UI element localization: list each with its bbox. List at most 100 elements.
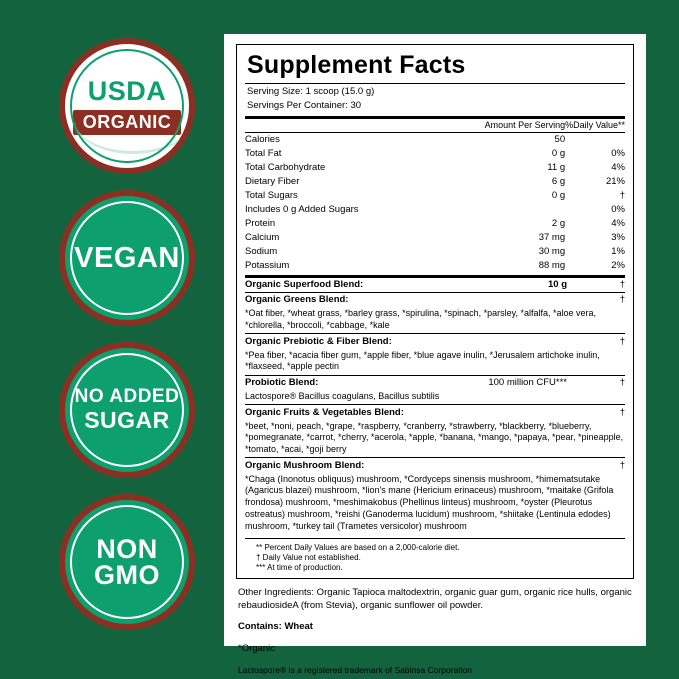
table-row: Total Sugars 0 g †: [245, 189, 625, 203]
blend-amount: [471, 291, 567, 307]
row-dv: [565, 131, 625, 147]
header-daily-value: %Daily Value**: [565, 120, 625, 131]
row-amount: 2 g: [551, 218, 566, 230]
badge-non-gmo: NON GMO: [59, 494, 195, 630]
blend-ingredients: *beet, *noni, peach, *grape, *raspberry,…: [245, 420, 624, 455]
row-label: Calcium: [245, 232, 280, 244]
blend-dv: †: [567, 333, 625, 349]
header-spacer: [245, 119, 432, 133]
blend-ingredients-row: *Pea fiber, *acacia fiber gum, *apple fi…: [245, 348, 625, 375]
row-dv: 2%: [611, 260, 625, 272]
footnotes: ** Percent Daily Values are based on a 2…: [245, 543, 625, 574]
badge-non-gmo-line1: NON: [96, 533, 158, 564]
table-row: Sodium 30 mg 1%: [245, 245, 625, 259]
serving-size: Serving Size: 1 scoop (15.0 g): [247, 86, 375, 97]
row-label: Potassium: [245, 260, 290, 272]
table-header-row: Amount Per Serving %Daily Value**: [245, 119, 625, 133]
row-label: Total Sugars: [245, 190, 298, 202]
table-row: Dietary Fiber 6 g 21%: [245, 175, 625, 189]
badge-usda-line1: USDA: [87, 76, 167, 107]
blend-dv: †: [567, 457, 625, 473]
blend-row: Organic Fruits & Vegetables Blend: †: [245, 404, 625, 420]
blend-ingredients: Lactospore® Bacillus coagulans, Bacillus…: [245, 391, 440, 401]
row-amount: 11 g: [547, 162, 566, 174]
divider: [245, 115, 625, 119]
row-dv: 4%: [611, 162, 625, 174]
blend-amount: [471, 457, 567, 473]
blend-dv: †: [567, 291, 625, 307]
nutrition-table: Amount Per Serving %Daily Value** Calori…: [245, 119, 625, 273]
row-label: Calories: [245, 131, 433, 147]
footnote-daily-value-basis: ** Percent Daily Values are based on a 2…: [256, 542, 460, 552]
divider: [245, 83, 625, 84]
blend-row: Organic Greens Blend: †: [245, 291, 625, 307]
supplement-facts-box: Supplement Facts Serving Size: 1 scoop (…: [236, 44, 634, 579]
superfood-blend-row: Organic Superfood Blend: 10 g †: [245, 278, 625, 293]
table-row: Total Fat 0 g 0%: [245, 147, 625, 161]
badge-usda-organic: USDA ORGANIC: [59, 38, 195, 174]
blend-dv: †: [567, 374, 625, 390]
row-label: Protein: [245, 218, 276, 230]
blend-ingredients-row: *Chaga (Inonotus obliquus) mushroom, *Co…: [245, 472, 625, 533]
row-amount: 0 g: [551, 190, 566, 202]
supplement-facts-panel: Supplement Facts Serving Size: 1 scoop (…: [224, 34, 646, 675]
other-ingredients: Other Ingredients: Organic Tapioca malto…: [238, 586, 632, 611]
row-dv: 21%: [605, 176, 625, 188]
row-amount: 50: [432, 131, 566, 147]
row-amount: 6 g: [551, 176, 566, 188]
contains-statement: Contains: Wheat: [238, 621, 313, 633]
blend-dv: †: [567, 404, 625, 420]
badge-vegan: VEGAN: [59, 190, 195, 326]
blend-row: Organic Mushroom Blend: †: [245, 457, 625, 473]
table-row: Calories 50: [245, 131, 625, 147]
blends-table: Organic Superfood Blend: 10 g † Organic …: [245, 278, 625, 534]
row-dv: †: [619, 190, 625, 202]
blend-name: Organic Mushroom Blend:: [245, 457, 471, 473]
blend-name: Organic Fruits & Vegetables Blend:: [245, 404, 471, 420]
row-dv: 4%: [611, 218, 625, 230]
row-dv: 0%: [611, 148, 625, 160]
badge-no-added-sugar-line2: SUGAR: [84, 407, 170, 434]
blend-name: Organic Greens Blend:: [245, 291, 471, 307]
certification-badges: USDA ORGANIC VEGAN NO ADDED SUGAR NON GM…: [52, 38, 202, 630]
blend-ingredients-row: *Oat fiber, *wheat grass, *barley grass,…: [245, 307, 625, 334]
badge-non-gmo-line2: GMO: [94, 560, 160, 590]
row-label: Includes 0 g Added Sugars: [245, 204, 359, 216]
usda-swoosh-icon: [75, 117, 189, 154]
blend-name: Organic Prebiotic & Fiber Blend:: [245, 333, 471, 349]
badge-no-added-sugar-line1: NO ADDED: [74, 386, 180, 408]
blend-amount: [471, 333, 567, 349]
blend-amount: 100 million CFU***: [471, 374, 567, 390]
servings-per-container: Servings Per Container: 30: [247, 99, 362, 111]
row-dv: 3%: [611, 232, 625, 244]
footnote-at-time-of-production: *** At time of production.: [256, 563, 343, 573]
superfood-blend-dv: †: [619, 279, 625, 291]
row-label: Dietary Fiber: [245, 176, 300, 188]
organic-note: *Organic: [238, 643, 275, 655]
row-dv: 0%: [611, 204, 625, 216]
blend-amount: [471, 404, 567, 420]
blend-ingredients: *Chaga (Inonotus obliquus) mushroom, *Co…: [245, 473, 614, 531]
row-label: Sodium: [245, 246, 278, 258]
row-amount: 37 mg: [538, 232, 566, 244]
table-row: Includes 0 g Added Sugars 0%: [245, 203, 625, 217]
trademark-note: Lactospore® is a registered trademark of…: [238, 665, 472, 676]
table-row: Protein 2 g 4%: [245, 217, 625, 231]
table-row: Total Carbohydrate 11 g 4%: [245, 161, 625, 175]
superfood-blend-amount: 10 g: [547, 279, 567, 291]
blend-ingredients-row: *beet, *noni, peach, *grape, *raspberry,…: [245, 419, 625, 458]
badge-no-added-sugar: NO ADDED SUGAR: [59, 342, 195, 478]
blend-ingredients: *Oat fiber, *wheat grass, *barley grass,…: [245, 308, 597, 330]
footnote-dv-not-established: † Daily Value not established.: [256, 553, 361, 563]
panel-title: Supplement Facts: [247, 51, 466, 79]
panel-footer: Other Ingredients: Organic Tapioca malto…: [238, 587, 632, 677]
table-row: Calcium 37 mg 3%: [245, 231, 625, 245]
header-amount-per-serving: Amount Per Serving: [484, 120, 566, 131]
superfood-blend-label: Organic Superfood Blend:: [245, 279, 364, 291]
table-row: Potassium 88 mg 2%: [245, 259, 625, 273]
blend-name: Probiotic Blend:: [245, 374, 471, 390]
blend-row: Probiotic Blend: 100 million CFU*** †: [245, 374, 625, 390]
divider: [245, 537, 625, 539]
blend-ingredients: *Pea fiber, *acacia fiber gum, *apple fi…: [245, 349, 600, 372]
